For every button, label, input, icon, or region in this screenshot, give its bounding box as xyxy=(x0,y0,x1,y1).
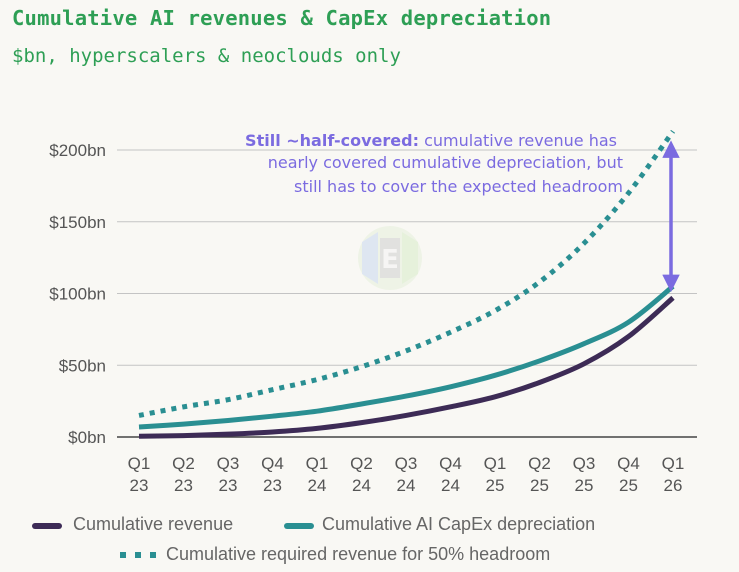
annotation-line-1: Still ~half-covered: cumulative revenue … xyxy=(245,131,617,150)
legend-required-swatch xyxy=(120,552,156,558)
x-tick-label-quarter: Q3 xyxy=(573,454,596,473)
x-tick-label-year: 24 xyxy=(397,476,416,495)
annotation-line-3: still has to cover the expected headroom xyxy=(294,177,623,196)
series-line-revenue xyxy=(138,295,675,439)
legend-depreciation-label: Cumulative AI CapEx depreciation xyxy=(322,514,596,534)
x-tick-label-quarter: Q3 xyxy=(395,454,418,473)
legend-revenue-label: Cumulative revenue xyxy=(73,514,234,534)
x-tick-label-quarter: Q1 xyxy=(662,454,685,473)
y-tick-label: $100bn xyxy=(49,285,106,304)
legend-revenue-swatch xyxy=(32,523,62,529)
x-tick-label-year: 25 xyxy=(486,476,505,495)
chart-subtitle: $bn, hyperscalers & neoclouds only xyxy=(12,45,401,67)
legend-depreciation-swatch xyxy=(284,523,314,529)
x-tick-label-quarter: Q4 xyxy=(261,454,284,473)
x-tick-label-year: 24 xyxy=(441,476,460,495)
x-tick-label-year: 23 xyxy=(130,476,149,495)
x-tick-label-year: 26 xyxy=(664,476,683,495)
x-tick-label-year: 23 xyxy=(263,476,282,495)
x-tick-label-year: 24 xyxy=(308,476,327,495)
x-tick-label-quarter: Q2 xyxy=(172,454,195,473)
svg-text:E: E xyxy=(381,245,399,275)
x-tick-label-quarter: Q2 xyxy=(528,454,551,473)
series-line-required-revenue xyxy=(138,129,676,418)
x-tick-label-year: 24 xyxy=(352,476,371,495)
x-tick-label-quarter: Q1 xyxy=(128,454,151,473)
legend-required-label: Cumulative required revenue for 50% head… xyxy=(166,544,551,564)
annotation-bold: Still ~half-covered: xyxy=(245,131,419,150)
series-line-depreciation xyxy=(138,284,675,430)
y-tick-label: $200bn xyxy=(49,141,106,160)
x-tick-label-quarter: Q4 xyxy=(617,454,640,473)
x-tick-label-quarter: Q1 xyxy=(484,454,507,473)
y-tick-label: $150bn xyxy=(49,213,106,232)
x-tick-label-year: 23 xyxy=(219,476,238,495)
x-tick-label-quarter: Q1 xyxy=(306,454,329,473)
x-tick-label-year: 25 xyxy=(619,476,638,495)
x-tick-label-year: 25 xyxy=(575,476,594,495)
x-tick-label-quarter: Q3 xyxy=(217,454,240,473)
annotation-rest: cumulative revenue has xyxy=(419,131,617,150)
y-tick-label: $50bn xyxy=(59,356,106,375)
x-tick-label-year: 25 xyxy=(530,476,549,495)
x-tick-label-quarter: Q4 xyxy=(439,454,462,473)
y-tick-label: $0bn xyxy=(68,428,106,447)
watermark-logo: E xyxy=(358,226,422,290)
chart-title: Cumulative AI revenues & CapEx depreciat… xyxy=(12,6,552,30)
x-tick-label-quarter: Q2 xyxy=(350,454,373,473)
annotation-line-2: nearly covered cumulative depreciation, … xyxy=(268,153,623,172)
x-tick-label-year: 23 xyxy=(174,476,193,495)
